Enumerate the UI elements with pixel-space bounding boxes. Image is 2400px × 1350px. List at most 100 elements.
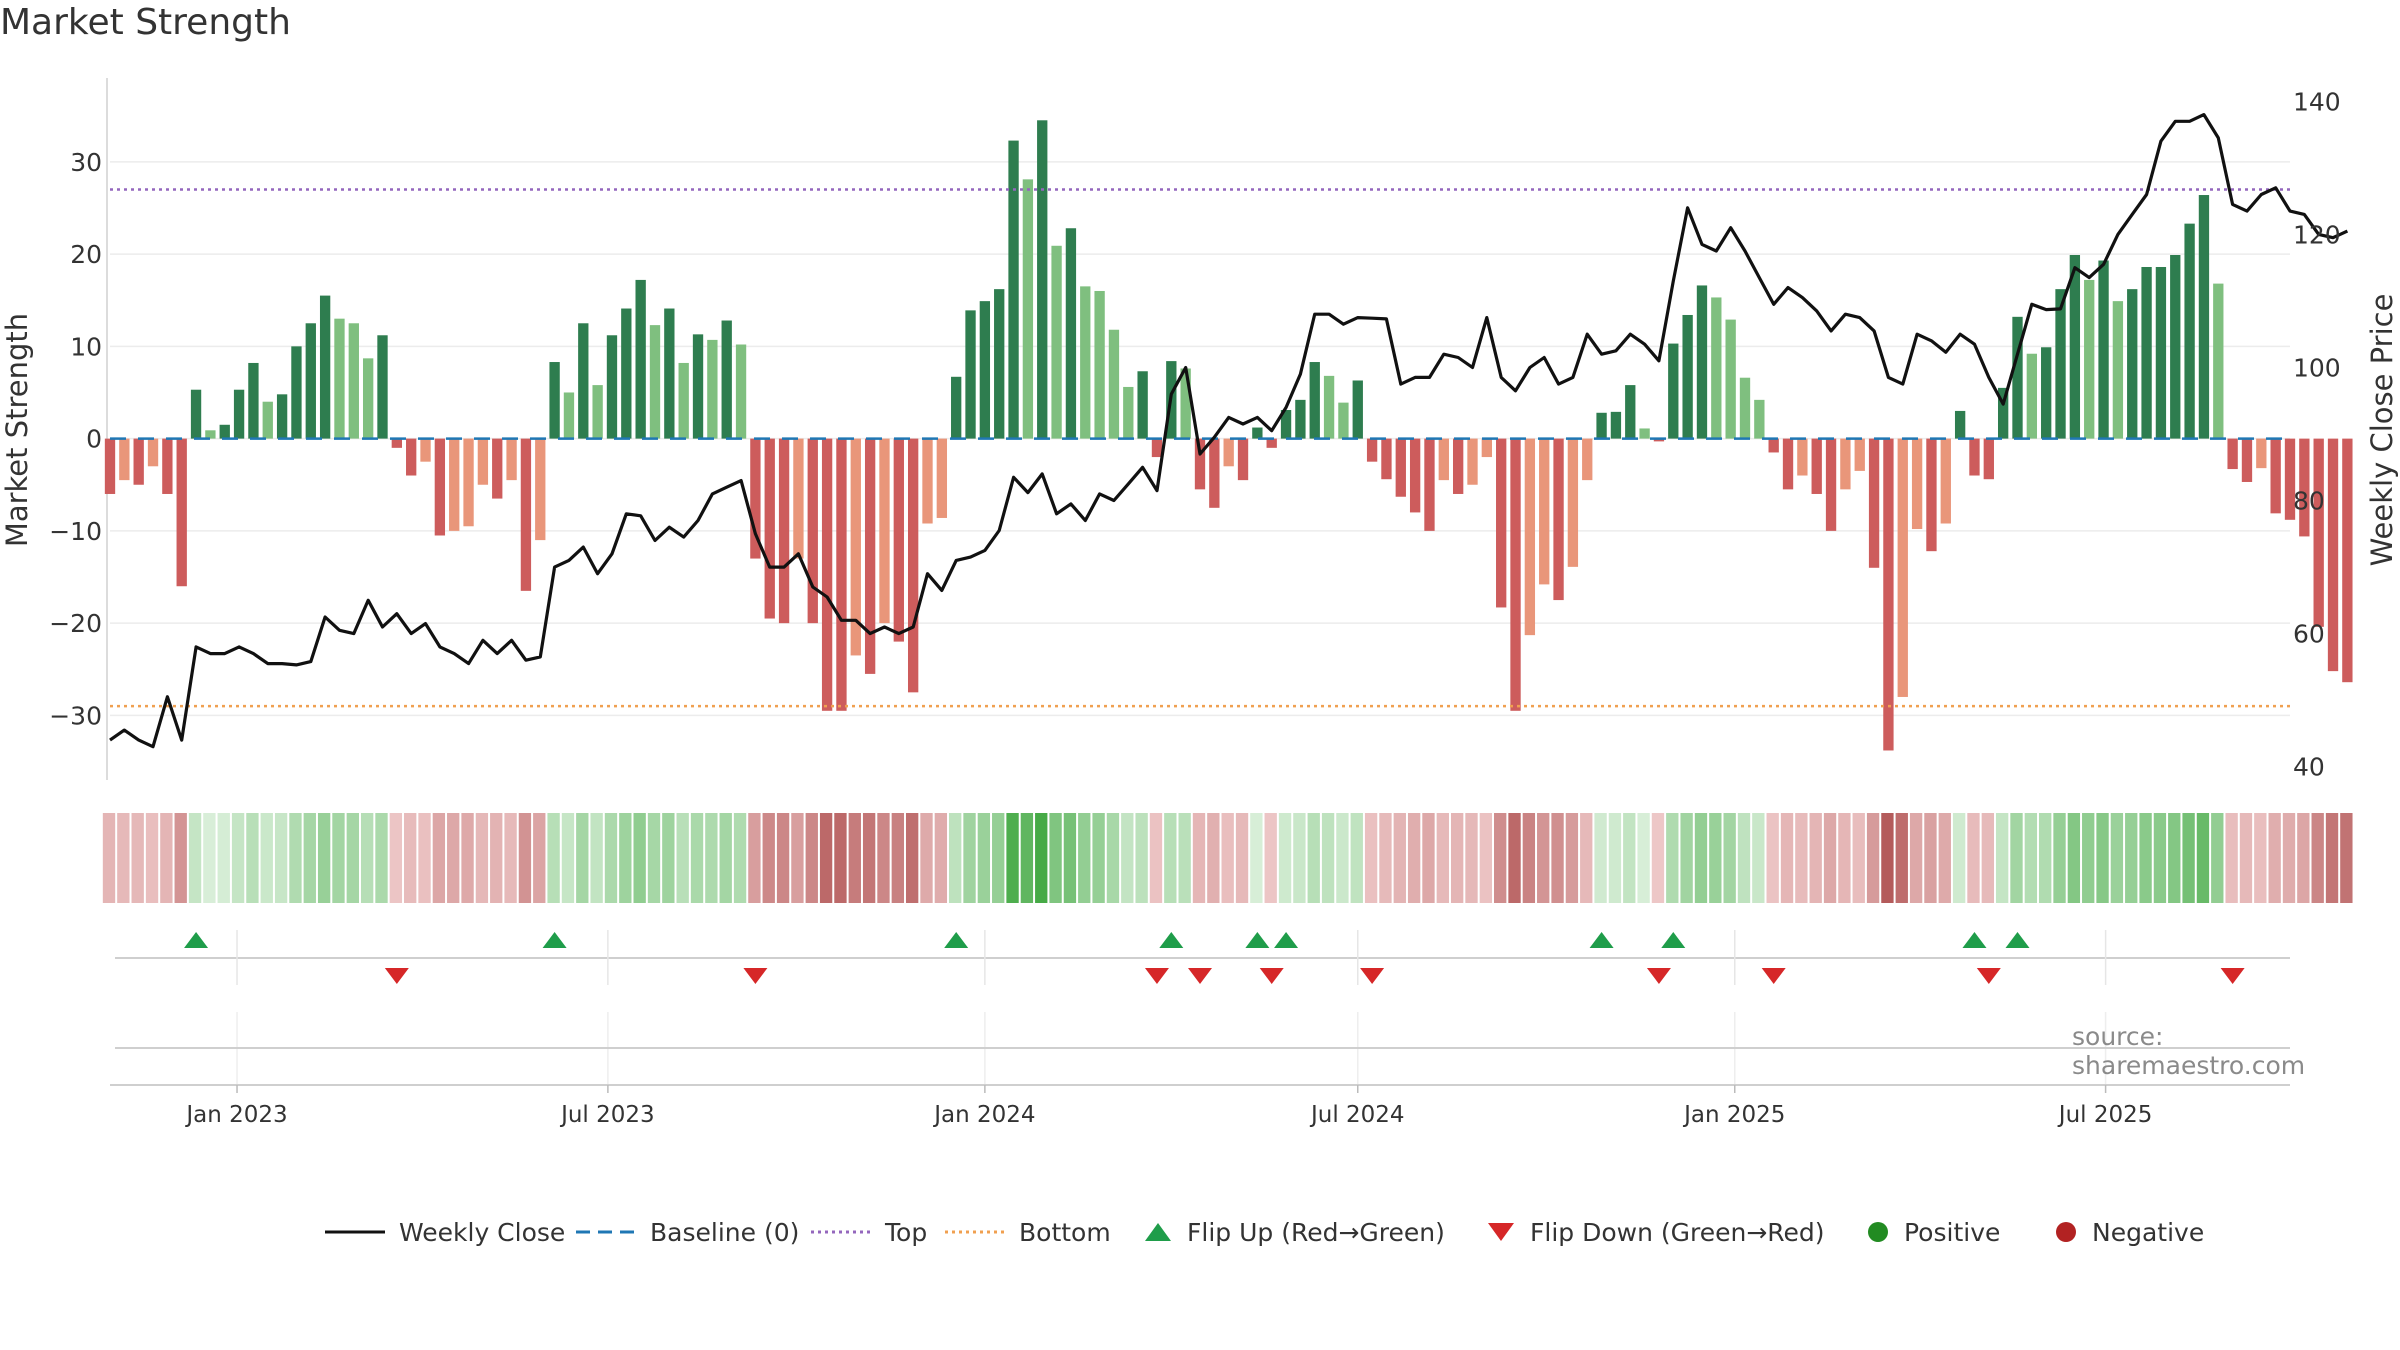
flip-down-marker: [2220, 968, 2245, 984]
right-tick-label: 80: [2293, 487, 2325, 516]
strength-bar: [1782, 438, 1794, 490]
heat-cell: [576, 813, 589, 903]
strength-bar: [319, 295, 331, 439]
heat-cell: [1278, 813, 1292, 903]
strength-bar: [1954, 410, 1966, 439]
flip-down-marker: [1360, 968, 1385, 984]
strength-bar: [1739, 377, 1751, 439]
heat-cell: [1364, 813, 1378, 903]
heat-cell: [1078, 813, 1091, 903]
heat-cell: [1838, 813, 1851, 903]
flip-up-icon: [1145, 1223, 1171, 1241]
heat-cell: [1350, 813, 1363, 903]
heat-cell: [1967, 813, 1980, 903]
heat-cell: [1981, 813, 1994, 903]
strength-bar: [1496, 438, 1507, 608]
heat-cell: [303, 813, 316, 903]
legend-baseline-swatch: [576, 1230, 636, 1234]
strength-bar: [1266, 438, 1277, 448]
strength-bar: [1051, 245, 1062, 439]
strength-bar: [1452, 438, 1464, 494]
legend-weekly-close: Weekly Close: [325, 1208, 565, 1256]
heat-cell: [748, 813, 761, 903]
heat-cell: [1795, 813, 1808, 903]
heat-cell: [862, 813, 876, 903]
heat-cell: [561, 813, 575, 903]
heat-cell: [1881, 813, 1894, 903]
positive-dot-icon: [1868, 1222, 1888, 1242]
legend-bottom: Bottom: [945, 1208, 1111, 1256]
heat-cell: [633, 813, 646, 903]
heat-cell: [619, 813, 632, 903]
strength-bar: [1639, 428, 1650, 439]
strength-bar: [1983, 438, 1994, 480]
heat-cell: [1809, 813, 1822, 903]
heat-cell: [1637, 813, 1650, 903]
strength-bar: [219, 424, 230, 439]
flip-up-marker: [542, 932, 567, 948]
heat-cell: [2196, 813, 2210, 903]
strength-bar: [2155, 266, 2167, 439]
negative-dot-icon: [2056, 1222, 2076, 1242]
flip-down-marker: [1976, 968, 2001, 984]
heat-cell: [1909, 813, 1923, 903]
strength-bar: [1424, 438, 1435, 531]
strength-bar: [664, 308, 675, 439]
strength-bar: [621, 308, 632, 439]
heat-cell: [246, 813, 259, 903]
strength-bar: [1969, 438, 1980, 476]
flip-down-icon: [1488, 1223, 1514, 1241]
heat-cell: [1565, 813, 1579, 903]
heat-cell: [819, 813, 833, 903]
right-tick-label: 60: [2293, 620, 2325, 649]
strength-bar: [1825, 438, 1837, 531]
heat-cell: [1436, 813, 1449, 903]
strength-bar: [1653, 438, 1665, 442]
strength-bar: [1567, 438, 1579, 567]
strength-bar: [965, 310, 976, 439]
strength-bar: [119, 438, 130, 481]
heat-cell: [1393, 813, 1406, 903]
right-tick-label: 120: [2293, 220, 2341, 249]
left-tick-label: 0: [86, 425, 102, 454]
heat-cell: [604, 813, 618, 903]
strength-bar: [2141, 266, 2152, 439]
strength-bar: [291, 346, 302, 439]
heat-cell: [131, 813, 144, 903]
strength-bar: [205, 430, 216, 439]
strength-bar: [133, 438, 144, 485]
heat-cell: [1823, 813, 1837, 903]
strength-bar: [821, 438, 833, 711]
heat-cell: [203, 813, 216, 903]
strength-bar: [1940, 438, 1951, 524]
heat-cell: [1465, 813, 1478, 903]
strength-bar: [449, 438, 460, 531]
strength-bar: [2256, 438, 2267, 469]
heat-cell: [590, 813, 603, 903]
flip-down-marker: [1646, 968, 1671, 984]
strength-bar: [1352, 380, 1363, 439]
strength-bar: [707, 339, 718, 439]
heat-cell: [547, 813, 560, 903]
strength-bar: [1094, 290, 1105, 439]
heat-cell: [1479, 813, 1493, 903]
strength-bar: [1395, 438, 1406, 497]
legend-negative-label: Negative: [2092, 1217, 2205, 1247]
left-axis-label: Market Strength: [0, 313, 34, 547]
flip-down-marker: [1188, 968, 1212, 984]
heat-cell: [102, 813, 116, 903]
heat-cell: [2096, 813, 2109, 903]
strength-bar: [1768, 438, 1779, 453]
heat-cell: [834, 813, 847, 903]
strength-bar: [2026, 353, 2038, 439]
legend-weekly-close-label: Weekly Close: [399, 1217, 566, 1247]
strength-bar: [434, 438, 446, 536]
heat-cell: [1106, 813, 1120, 903]
heat-cell: [490, 813, 503, 903]
strength-bar: [2227, 438, 2238, 470]
heat-cell: [274, 813, 288, 903]
legend-baseline: Baseline (0): [576, 1208, 799, 1256]
heat-cell: [1580, 813, 1593, 903]
source-note: source: sharemaestro.com: [2072, 1022, 2306, 1080]
